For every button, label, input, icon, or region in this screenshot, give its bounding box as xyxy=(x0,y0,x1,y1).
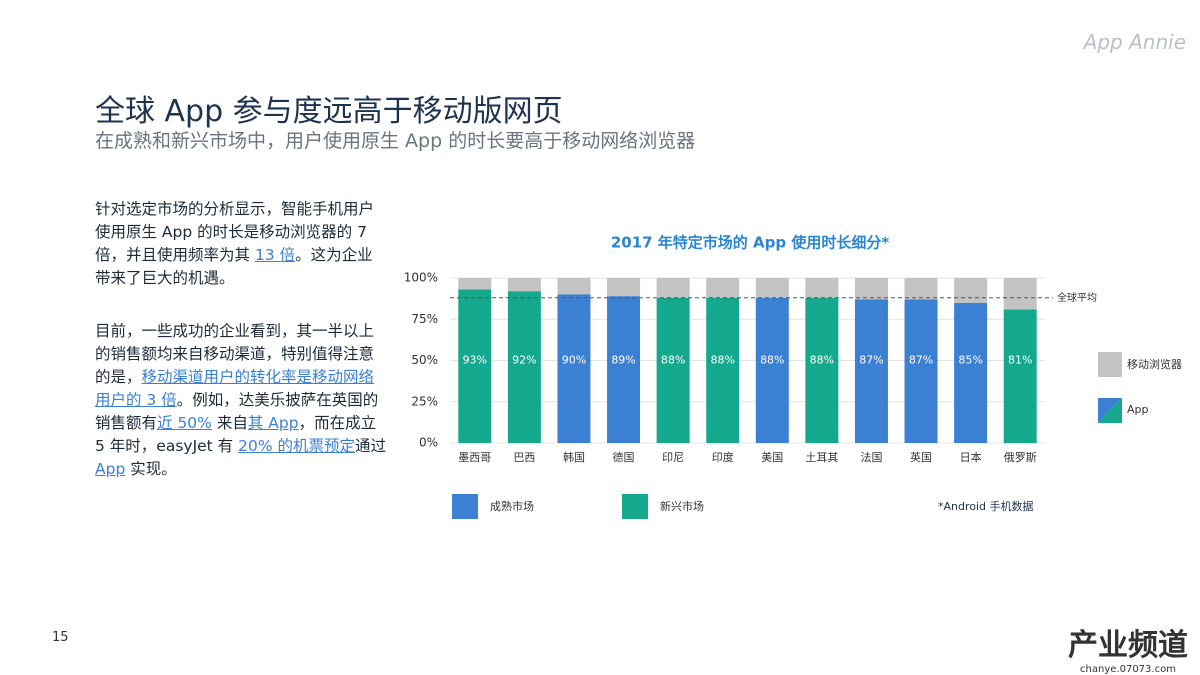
legend-label: 新兴市场 xyxy=(660,499,704,513)
watermark-title: 产业频道 xyxy=(1068,628,1188,663)
legend-label: App xyxy=(1127,403,1149,416)
text: 。这为企业带来了巨大的机遇。 xyxy=(95,246,373,287)
text: 通过 xyxy=(355,437,387,455)
legend-swatch xyxy=(452,494,478,519)
bar-segment xyxy=(904,299,938,443)
x-tick-label: 法国 xyxy=(860,450,882,464)
legend-swatch xyxy=(1098,398,1122,423)
text: 针对选定市场的分析显示，智能手机用户使用原生 App 的时长是移动浏览器的 7 … xyxy=(95,200,375,264)
chart-note: *Android 手机数据 xyxy=(938,499,1034,513)
chart-title: 2017 年特定市场的 App 使用时长细分* xyxy=(611,234,889,252)
x-tick-label: 墨西哥 xyxy=(458,451,491,464)
title: 全球 App 参与度远高于移动版网页 xyxy=(95,94,563,129)
link[interactable]: 其 App xyxy=(247,414,299,432)
x-tick-label: 土耳其 xyxy=(805,451,838,464)
bar-segment xyxy=(507,278,541,292)
bar-segment xyxy=(954,278,988,303)
data-label: 89% xyxy=(611,354,635,367)
x-tick-label: 巴西 xyxy=(513,451,535,464)
legend-swatch xyxy=(622,494,648,519)
legend-label: 成熟市场 xyxy=(490,499,534,513)
x-tick-label: 日本 xyxy=(960,450,982,464)
page-number: 15 xyxy=(52,630,69,645)
bar-segment xyxy=(656,278,690,298)
subtitle: 在成熟和新兴市场中，用户使用原生 App 的时长要高于移动网络浏览器 xyxy=(95,130,696,152)
text: ，而在成立 5 年时，easyJet 有 xyxy=(95,414,377,455)
data-label: 90% xyxy=(562,354,586,367)
data-label: 87% xyxy=(859,354,883,367)
bar-segment xyxy=(507,291,541,443)
x-tick-label: 德国 xyxy=(613,450,635,464)
bar-segment xyxy=(1003,278,1037,310)
text: 实现。 xyxy=(125,460,177,478)
bar-segment xyxy=(607,296,641,443)
bar-segment xyxy=(854,299,888,443)
link[interactable]: 20% 的机票预定 xyxy=(238,437,356,455)
bar-segment xyxy=(557,278,591,295)
link[interactable]: 13 倍 xyxy=(254,246,296,264)
average-label: 全球平均 xyxy=(1057,291,1097,304)
text: 来自 xyxy=(211,414,248,432)
data-label: 85% xyxy=(958,354,982,367)
bar-segment xyxy=(755,278,789,298)
x-tick-label: 印尼 xyxy=(662,451,684,464)
bar-segment xyxy=(656,297,690,443)
x-tick-label: 印度 xyxy=(712,450,734,464)
data-label: 88% xyxy=(710,354,734,367)
bar-segment xyxy=(607,278,641,297)
y-tick-label: 100% xyxy=(404,271,438,285)
text: 目前，一些成功的企业看到，其一半以上的销售额均来自移动渠道，特别值得注意的是， xyxy=(95,322,375,386)
bar-segment xyxy=(706,297,740,443)
bar-segment xyxy=(458,278,492,290)
watermark-url: chanye.07073.com xyxy=(1080,664,1176,675)
y-tick-label: 0% xyxy=(419,436,438,450)
data-label: 88% xyxy=(760,354,784,367)
bar-segment xyxy=(954,302,988,443)
x-tick-label: 韩国 xyxy=(563,450,585,464)
bar-segment xyxy=(805,278,839,298)
x-tick-label: 俄罗斯 xyxy=(1004,451,1037,464)
paragraph: 目前，一些成功的企业看到，其一半以上的销售额均来自移动渠道，特别值得注意的是，移… xyxy=(95,320,387,481)
x-tick-label: 英国 xyxy=(910,450,932,464)
paragraph: 针对选定市场的分析显示，智能手机用户使用原生 App 的时长是移动浏览器的 7 … xyxy=(95,198,387,290)
watermark: 产业频道 chanye.07073.com xyxy=(1068,620,1188,675)
bar-segment xyxy=(1003,309,1037,443)
x-tick-label: 美国 xyxy=(761,451,783,464)
data-label: 88% xyxy=(810,354,834,367)
bar-segment xyxy=(706,278,740,298)
link[interactable]: 近 50% xyxy=(157,414,212,432)
text: 。例如，达美乐披萨在英国的销售额有 xyxy=(95,391,379,432)
link[interactable]: 移动渠道用户的转化率是移动网络用户的 3 倍 xyxy=(95,368,375,409)
bar-segment xyxy=(755,297,789,443)
bar-segment xyxy=(854,278,888,300)
data-label: 81% xyxy=(1008,354,1032,367)
y-tick-label: 25% xyxy=(411,394,438,408)
data-label: 87% xyxy=(909,354,933,367)
link[interactable]: App xyxy=(95,460,126,478)
data-label: 88% xyxy=(661,354,685,367)
bar-segment xyxy=(904,278,938,300)
bar-segment xyxy=(805,297,839,443)
legend-swatch xyxy=(1098,352,1122,377)
data-label: 93% xyxy=(463,354,487,367)
bar-segment xyxy=(458,289,492,443)
y-tick-label: 50% xyxy=(411,353,438,367)
legend-label: 移动浏览器 xyxy=(1127,357,1182,371)
data-label: 92% xyxy=(512,354,536,367)
logo: App Annie xyxy=(1083,30,1186,54)
bar-segment xyxy=(557,294,591,443)
y-tick-label: 75% xyxy=(411,312,438,326)
